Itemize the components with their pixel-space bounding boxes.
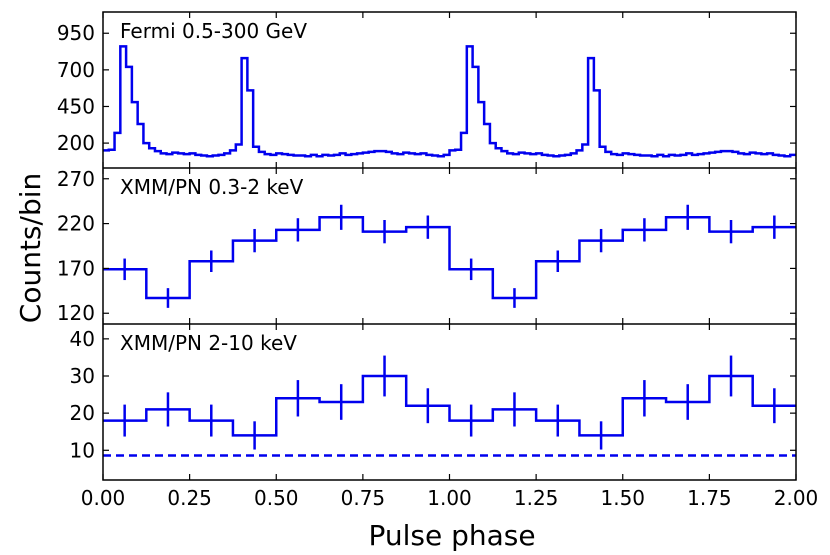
x-axis-title: Pulse phase — [368, 519, 535, 552]
plot-frame — [102, 11, 797, 481]
x-tick-label: 2.00 — [774, 486, 819, 510]
y-axis-title: Counts/bin — [14, 173, 47, 323]
x-tick-label: 0.75 — [341, 486, 386, 510]
panel-label-fermi: Fermi 0.5-300 GeV — [120, 19, 307, 43]
y-tick-label: 120 — [57, 301, 95, 325]
y-tick-label: 40 — [70, 327, 95, 351]
x-tick-label: 0.50 — [254, 486, 299, 510]
panel-label-xmm-hard: XMM/PN 2-10 keV — [120, 331, 297, 355]
fermi-histogram — [103, 45, 796, 158]
y-tick-label: 10 — [70, 438, 95, 462]
xmm-soft-step-line — [103, 216, 796, 300]
panel-label-xmm-soft: XMM/PN 0.3-2 keV — [120, 175, 304, 199]
y-tick-label: 450 — [57, 94, 95, 118]
y-tick-label: 700 — [57, 58, 95, 82]
y-tick-label: 20 — [70, 401, 95, 425]
x-tick-label: 0.25 — [167, 486, 212, 510]
x-tick-label: 0.00 — [81, 486, 126, 510]
x-tick-label: 1.50 — [600, 486, 645, 510]
x-axis: 0.00 0.25 0.50 0.75 1.00 1.25 1.50 1.75 2.00 — [81, 486, 819, 510]
x-tick-label: 1.75 — [687, 486, 732, 510]
panel-xmm-soft: 120 170 220 270 XMM/PN 0.3-2 keV — [57, 167, 797, 325]
y-tick-label: 950 — [57, 21, 95, 45]
x-tick-label: 1.00 — [427, 486, 472, 510]
y-tick-label: 170 — [57, 256, 95, 280]
y-tick-label: 200 — [57, 131, 95, 155]
y-tick-label: 30 — [70, 364, 95, 388]
y-tick-label: 270 — [57, 167, 95, 191]
panel-fermi: 200 450 700 950 Fermi 0.5-300 GeV — [57, 12, 797, 168]
x-tick-label: 1.25 — [514, 486, 559, 510]
xmm-hard-step-line — [103, 374, 796, 437]
y-tick-label: 220 — [57, 212, 95, 236]
panel-xmm-hard: 10 20 30 40 XMM/PN 2-10 keV — [70, 324, 797, 480]
panel-frames — [102, 11, 797, 481]
